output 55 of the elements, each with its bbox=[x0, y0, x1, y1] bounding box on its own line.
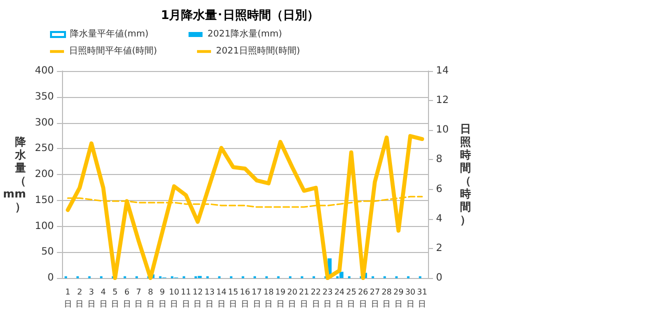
x-tick-label: 30日 bbox=[405, 288, 416, 308]
x-tick-label: 19日 bbox=[275, 288, 286, 308]
x-tick-label: 4日 bbox=[99, 288, 108, 308]
legend-label: 2021日照時間(時間) bbox=[216, 46, 300, 56]
x-tick-label: 18日 bbox=[263, 288, 274, 308]
x-tick-label: 9日 bbox=[158, 288, 166, 308]
x-tick-label: 3日 bbox=[87, 288, 96, 308]
y2-tick-label: 4 bbox=[436, 213, 442, 224]
y-tick-label: 300 bbox=[34, 117, 54, 128]
x-tick-label: 2日 bbox=[76, 288, 84, 308]
y-tick-label: 400 bbox=[34, 66, 54, 76]
x-tick-label: 21日 bbox=[298, 288, 310, 308]
x-tick-label: 8日 bbox=[146, 288, 154, 308]
y2-tick-label: 6 bbox=[436, 184, 442, 195]
legend-label: 2021降水量(mm) bbox=[208, 28, 282, 40]
x-tick-label: 10日 bbox=[169, 288, 180, 308]
chart-title: 1月降水量･日照時間（日別） bbox=[160, 8, 320, 22]
x-tick-label: 5日 bbox=[111, 288, 120, 308]
x-tick-label: 23日 bbox=[322, 288, 333, 308]
x-tick-label: 16日 bbox=[240, 288, 250, 308]
x-tick-label: 17日 bbox=[252, 288, 262, 308]
x-tick-label: 15日 bbox=[228, 288, 238, 308]
x-tick-label: 1日 bbox=[64, 288, 72, 308]
x-tick-label: 12日 bbox=[192, 288, 203, 308]
y-tick-label: 50 bbox=[41, 246, 54, 258]
y-tick-label: 100 bbox=[34, 220, 54, 232]
y2-tick-label: 8 bbox=[436, 154, 442, 166]
x-tick-label: 20日 bbox=[287, 288, 298, 308]
x-tick-label: 13日 bbox=[204, 288, 215, 308]
y-tick-label: 250 bbox=[34, 143, 54, 154]
y2-tick-label: 0 bbox=[436, 272, 442, 284]
x-tick-label: 24日 bbox=[334, 288, 345, 308]
x-tick-label: 14日 bbox=[216, 288, 226, 308]
y2-tick-label: 12 bbox=[436, 95, 449, 106]
x-tick-label: 25日 bbox=[346, 288, 356, 308]
legend-label: 降水量平年値(mm) bbox=[70, 28, 149, 40]
x-tick-label: 31日 bbox=[417, 288, 428, 308]
y-tick-label: 150 bbox=[34, 194, 54, 206]
y2-tick-label: 2 bbox=[436, 242, 442, 254]
legend-label: 日照時間平年値(時間) bbox=[69, 46, 158, 56]
y-tick-label: 350 bbox=[34, 91, 54, 102]
x-tick-label: 6日 bbox=[122, 288, 131, 308]
y-tick-label: 0 bbox=[48, 272, 54, 284]
y2-tick-label: 14 bbox=[436, 66, 449, 76]
y2-axis-title: 日照時間（時間） bbox=[460, 122, 471, 226]
y-axis-title: 降水量（mm） bbox=[2, 136, 27, 214]
x-tick-label: 27日 bbox=[370, 288, 380, 308]
y-tick-label: 200 bbox=[34, 169, 54, 180]
x-tick-label: 11日 bbox=[180, 288, 192, 308]
x-tick-label: 22日 bbox=[310, 288, 321, 308]
y2-tick-label: 10 bbox=[436, 124, 449, 136]
x-tick-label: 26日 bbox=[358, 288, 368, 308]
x-tick-label: 29日 bbox=[393, 288, 404, 308]
x-tick-label: 28日 bbox=[382, 288, 392, 308]
x-tick-label: 7日 bbox=[134, 288, 143, 308]
